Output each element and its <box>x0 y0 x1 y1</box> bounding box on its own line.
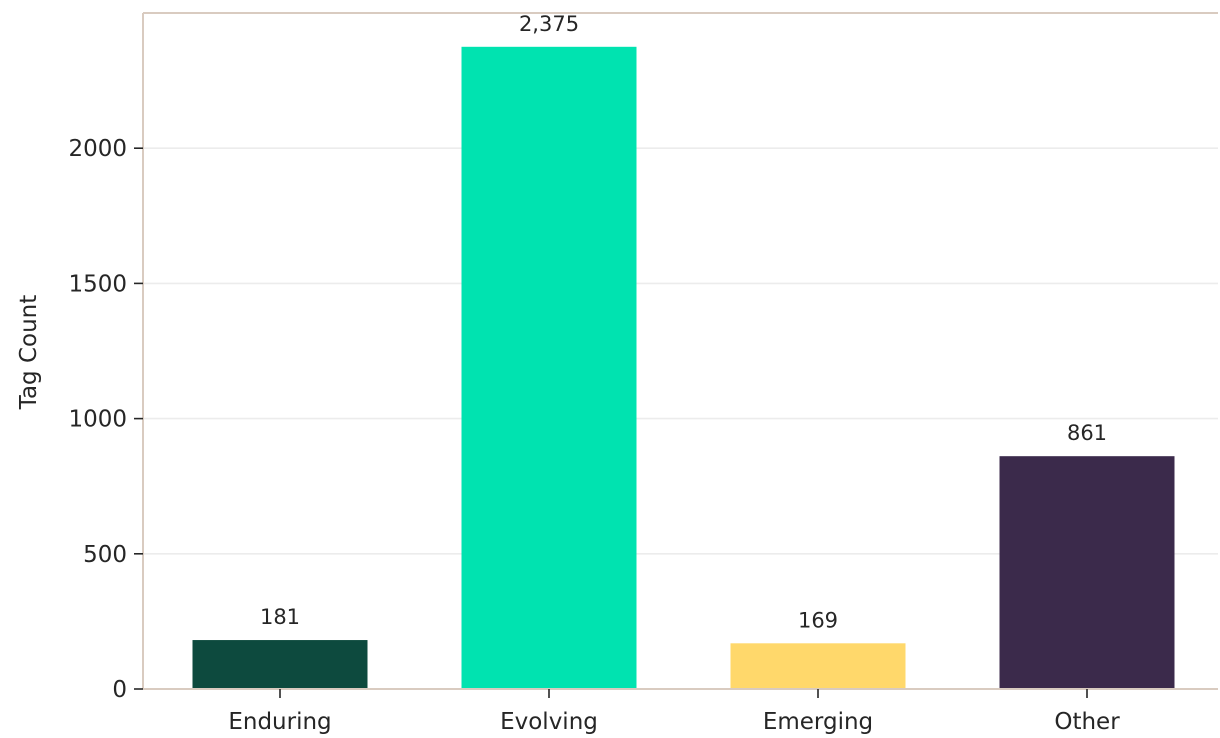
bar-evolving <box>461 46 637 690</box>
y-tick-label: 500 <box>83 542 127 568</box>
data-label: 861 <box>1067 421 1107 445</box>
bar-other <box>999 456 1175 689</box>
data-label: 2,375 <box>519 12 579 36</box>
bars <box>192 46 1175 690</box>
bar-emerging <box>730 643 906 689</box>
data-label: 181 <box>260 605 300 629</box>
y-tick-label: 1000 <box>68 407 127 433</box>
x-tick-label: Evolving <box>500 709 598 735</box>
y-axis-title: Tag Count <box>16 295 42 411</box>
y-tick-label: 1500 <box>68 271 127 297</box>
x-axis-ticks: Enduring Evolving Emerging Other <box>228 689 1120 735</box>
data-label: 169 <box>798 608 838 632</box>
y-axis-ticks: 0 500 1000 1500 2000 <box>68 136 143 703</box>
y-tick-label: 2000 <box>68 136 127 162</box>
data-labels: 181 2,375 169 861 <box>260 12 1107 633</box>
bar-enduring <box>192 640 368 689</box>
x-tick-label: Enduring <box>228 709 331 735</box>
x-tick-label: Other <box>1054 709 1120 735</box>
x-tick-label: Emerging <box>763 709 873 735</box>
y-tick-label: 0 <box>112 677 127 703</box>
axes-spines <box>142 12 1218 690</box>
